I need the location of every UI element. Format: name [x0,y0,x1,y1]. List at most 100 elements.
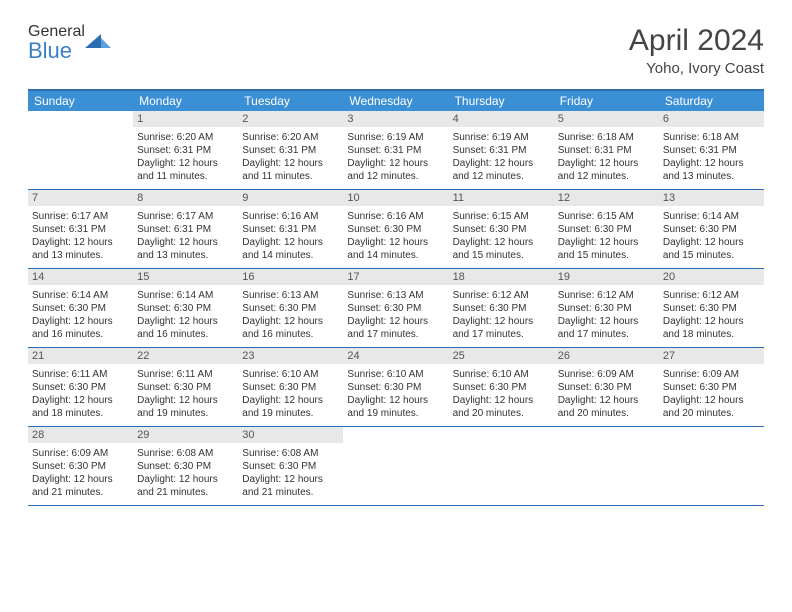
sunset-line: Sunset: 6:30 PM [558,302,655,315]
dayheader: Thursday [449,91,554,111]
cell-content: Sunrise: 6:15 AMSunset: 6:30 PMDaylight:… [449,208,554,266]
logo-text: General Blue [28,24,85,62]
calendar-cell: 5Sunrise: 6:18 AMSunset: 6:31 PMDaylight… [554,111,659,189]
calendar-week: 21Sunrise: 6:11 AMSunset: 6:30 PMDayligh… [28,348,764,427]
calendar-body: 1Sunrise: 6:20 AMSunset: 6:31 PMDaylight… [28,111,764,506]
sunset-line: Sunset: 6:30 PM [663,223,760,236]
calendar-cell: 25Sunrise: 6:10 AMSunset: 6:30 PMDayligh… [449,348,554,426]
calendar-cell: 4Sunrise: 6:19 AMSunset: 6:31 PMDaylight… [449,111,554,189]
day-number: 20 [659,269,764,285]
cell-content: Sunrise: 6:12 AMSunset: 6:30 PMDaylight:… [659,287,764,345]
cell-content: Sunrise: 6:10 AMSunset: 6:30 PMDaylight:… [449,366,554,424]
day-number: 30 [238,427,343,443]
sunset-line: Sunset: 6:30 PM [137,302,234,315]
sunrise-line: Sunrise: 6:10 AM [347,368,444,381]
sunset-line: Sunset: 6:31 PM [242,144,339,157]
sunrise-line: Sunrise: 6:17 AM [137,210,234,223]
sunrise-line: Sunrise: 6:10 AM [453,368,550,381]
calendar-cell: 7Sunrise: 6:17 AMSunset: 6:31 PMDaylight… [28,190,133,268]
calendar-cell: 18 Sunrise: 6:12 AMSunset: 6:30 PMDayligh… [449,269,554,347]
calendar-cell [554,427,659,505]
daylight-line: Daylight: 12 hours and 12 minutes. [347,157,444,183]
sunset-line: Sunset: 6:30 PM [663,381,760,394]
sunset-line: Sunset: 6:30 PM [137,381,234,394]
sunset-line: Sunset: 6:30 PM [347,381,444,394]
calendar-cell: 22Sunrise: 6:11 AMSunset: 6:30 PMDayligh… [133,348,238,426]
cell-content: Sunrise: 6:10 AMSunset: 6:30 PMDaylight:… [343,366,448,424]
sunset-line: Sunset: 6:31 PM [137,144,234,157]
day-number: 11 [449,190,554,206]
calendar-cell: 3Sunrise: 6:19 AMSunset: 6:31 PMDaylight… [343,111,448,189]
sunrise-line: Sunrise: 6:13 AM [347,289,444,302]
daylight-line: Daylight: 12 hours and 13 minutes. [32,236,129,262]
calendar-week: 28 Sunrise: 6:09 AMSunset: 6:30 PMDayligh… [28,427,764,506]
daylight-line: Daylight: 12 hours and 12 minutes. [453,157,550,183]
calendar-cell: 29 Sunrise: 6:08 AMSunset: 6:30 PMDayligh… [133,427,238,505]
day-number: 26 [554,348,659,364]
calendar-cell: 11 Sunrise: 6:15 AMSunset: 6:30 PMDayligh… [449,190,554,268]
calendar-cell: 10Sunrise: 6:16 AMSunset: 6:30 PMDayligh… [343,190,448,268]
sunset-line: Sunset: 6:30 PM [453,381,550,394]
calendar-cell: 1Sunrise: 6:20 AMSunset: 6:31 PMDaylight… [133,111,238,189]
daylight-line: Daylight: 12 hours and 17 minutes. [558,315,655,341]
logo-triangle-icon [85,30,111,55]
sunset-line: Sunset: 6:30 PM [663,302,760,315]
sunset-line: Sunset: 6:31 PM [347,144,444,157]
sunrise-line: Sunrise: 6:15 AM [558,210,655,223]
daylight-line: Daylight: 12 hours and 14 minutes. [242,236,339,262]
day-number: 15 [133,269,238,285]
daylight-line: Daylight: 12 hours and 21 minutes. [32,473,129,499]
sunrise-line: Sunrise: 6:09 AM [32,447,129,460]
daylight-line: Daylight: 12 hours and 19 minutes. [347,394,444,420]
daylight-line: Daylight: 12 hours and 16 minutes. [137,315,234,341]
cell-content: Sunrise: 6:17 AMSunset: 6:31 PMDaylight:… [133,208,238,266]
day-number: 1 [133,111,238,127]
cell-content: Sunrise: 6:12 AMSunset: 6:30 PMDaylight:… [554,287,659,345]
cell-content: Sunrise: 6:13 AMSunset: 6:30 PMDaylight:… [238,287,343,345]
cell-content: Sunrise: 6:08 AMSunset: 6:30 PMDaylight:… [133,445,238,503]
daylight-line: Daylight: 12 hours and 14 minutes. [347,236,444,262]
day-number: 14 [28,269,133,285]
day-number: 6 [659,111,764,127]
sunset-line: Sunset: 6:30 PM [32,381,129,394]
sunrise-line: Sunrise: 6:14 AM [663,210,760,223]
cell-content: Sunrise: 6:12 AMSunset: 6:30 PMDaylight:… [449,287,554,345]
sunset-line: Sunset: 6:30 PM [32,460,129,473]
calendar-cell: 14Sunrise: 6:14 AMSunset: 6:30 PMDayligh… [28,269,133,347]
daylight-line: Daylight: 12 hours and 18 minutes. [32,394,129,420]
sunset-line: Sunset: 6:31 PM [663,144,760,157]
daylight-line: Daylight: 12 hours and 11 minutes. [137,157,234,183]
cell-content: Sunrise: 6:16 AMSunset: 6:31 PMDaylight:… [238,208,343,266]
daylight-line: Daylight: 12 hours and 15 minutes. [453,236,550,262]
sunrise-line: Sunrise: 6:14 AM [137,289,234,302]
cell-content: Sunrise: 6:14 AMSunset: 6:30 PMDaylight:… [133,287,238,345]
day-number: 19 [554,269,659,285]
cell-content: Sunrise: 6:15 AMSunset: 6:30 PMDaylight:… [554,208,659,266]
sunrise-line: Sunrise: 6:15 AM [453,210,550,223]
cell-content: Sunrise: 6:10 AMSunset: 6:30 PMDaylight:… [238,366,343,424]
day-number: 10 [343,190,448,206]
day-number: 28 [28,427,133,443]
header: General Blue April 2024 Yoho, Ivory Coas… [28,24,764,77]
cell-content: Sunrise: 6:19 AMSunset: 6:31 PMDaylight:… [449,129,554,187]
cell-content: Sunrise: 6:18 AMSunset: 6:31 PMDaylight:… [554,129,659,187]
calendar-cell: 15 Sunrise: 6:14 AMSunset: 6:30 PMDayligh… [133,269,238,347]
daylight-line: Daylight: 12 hours and 20 minutes. [558,394,655,420]
daylight-line: Daylight: 12 hours and 20 minutes. [663,394,760,420]
daylight-line: Daylight: 12 hours and 19 minutes. [137,394,234,420]
calendar-cell: 2Sunrise: 6:20 AMSunset: 6:31 PMDaylight… [238,111,343,189]
calendar-cell: 13Sunrise: 6:14 AMSunset: 6:30 PMDayligh… [659,190,764,268]
day-number: 18 [449,269,554,285]
calendar-cell: 16 Sunrise: 6:13 AMSunset: 6:30 PMDayligh… [238,269,343,347]
daylight-line: Daylight: 12 hours and 19 minutes. [242,394,339,420]
cell-content: Sunrise: 6:11 AMSunset: 6:30 PMDaylight:… [133,366,238,424]
daylight-line: Daylight: 12 hours and 13 minutes. [137,236,234,262]
calendar-cell: 28 Sunrise: 6:09 AMSunset: 6:30 PMDayligh… [28,427,133,505]
day-number: 16 [238,269,343,285]
day-number: 9 [238,190,343,206]
day-number: 29 [133,427,238,443]
page-title: April 2024 [629,24,764,58]
sunrise-line: Sunrise: 6:16 AM [242,210,339,223]
sunset-line: Sunset: 6:31 PM [32,223,129,236]
daylight-line: Daylight: 12 hours and 15 minutes. [558,236,655,262]
